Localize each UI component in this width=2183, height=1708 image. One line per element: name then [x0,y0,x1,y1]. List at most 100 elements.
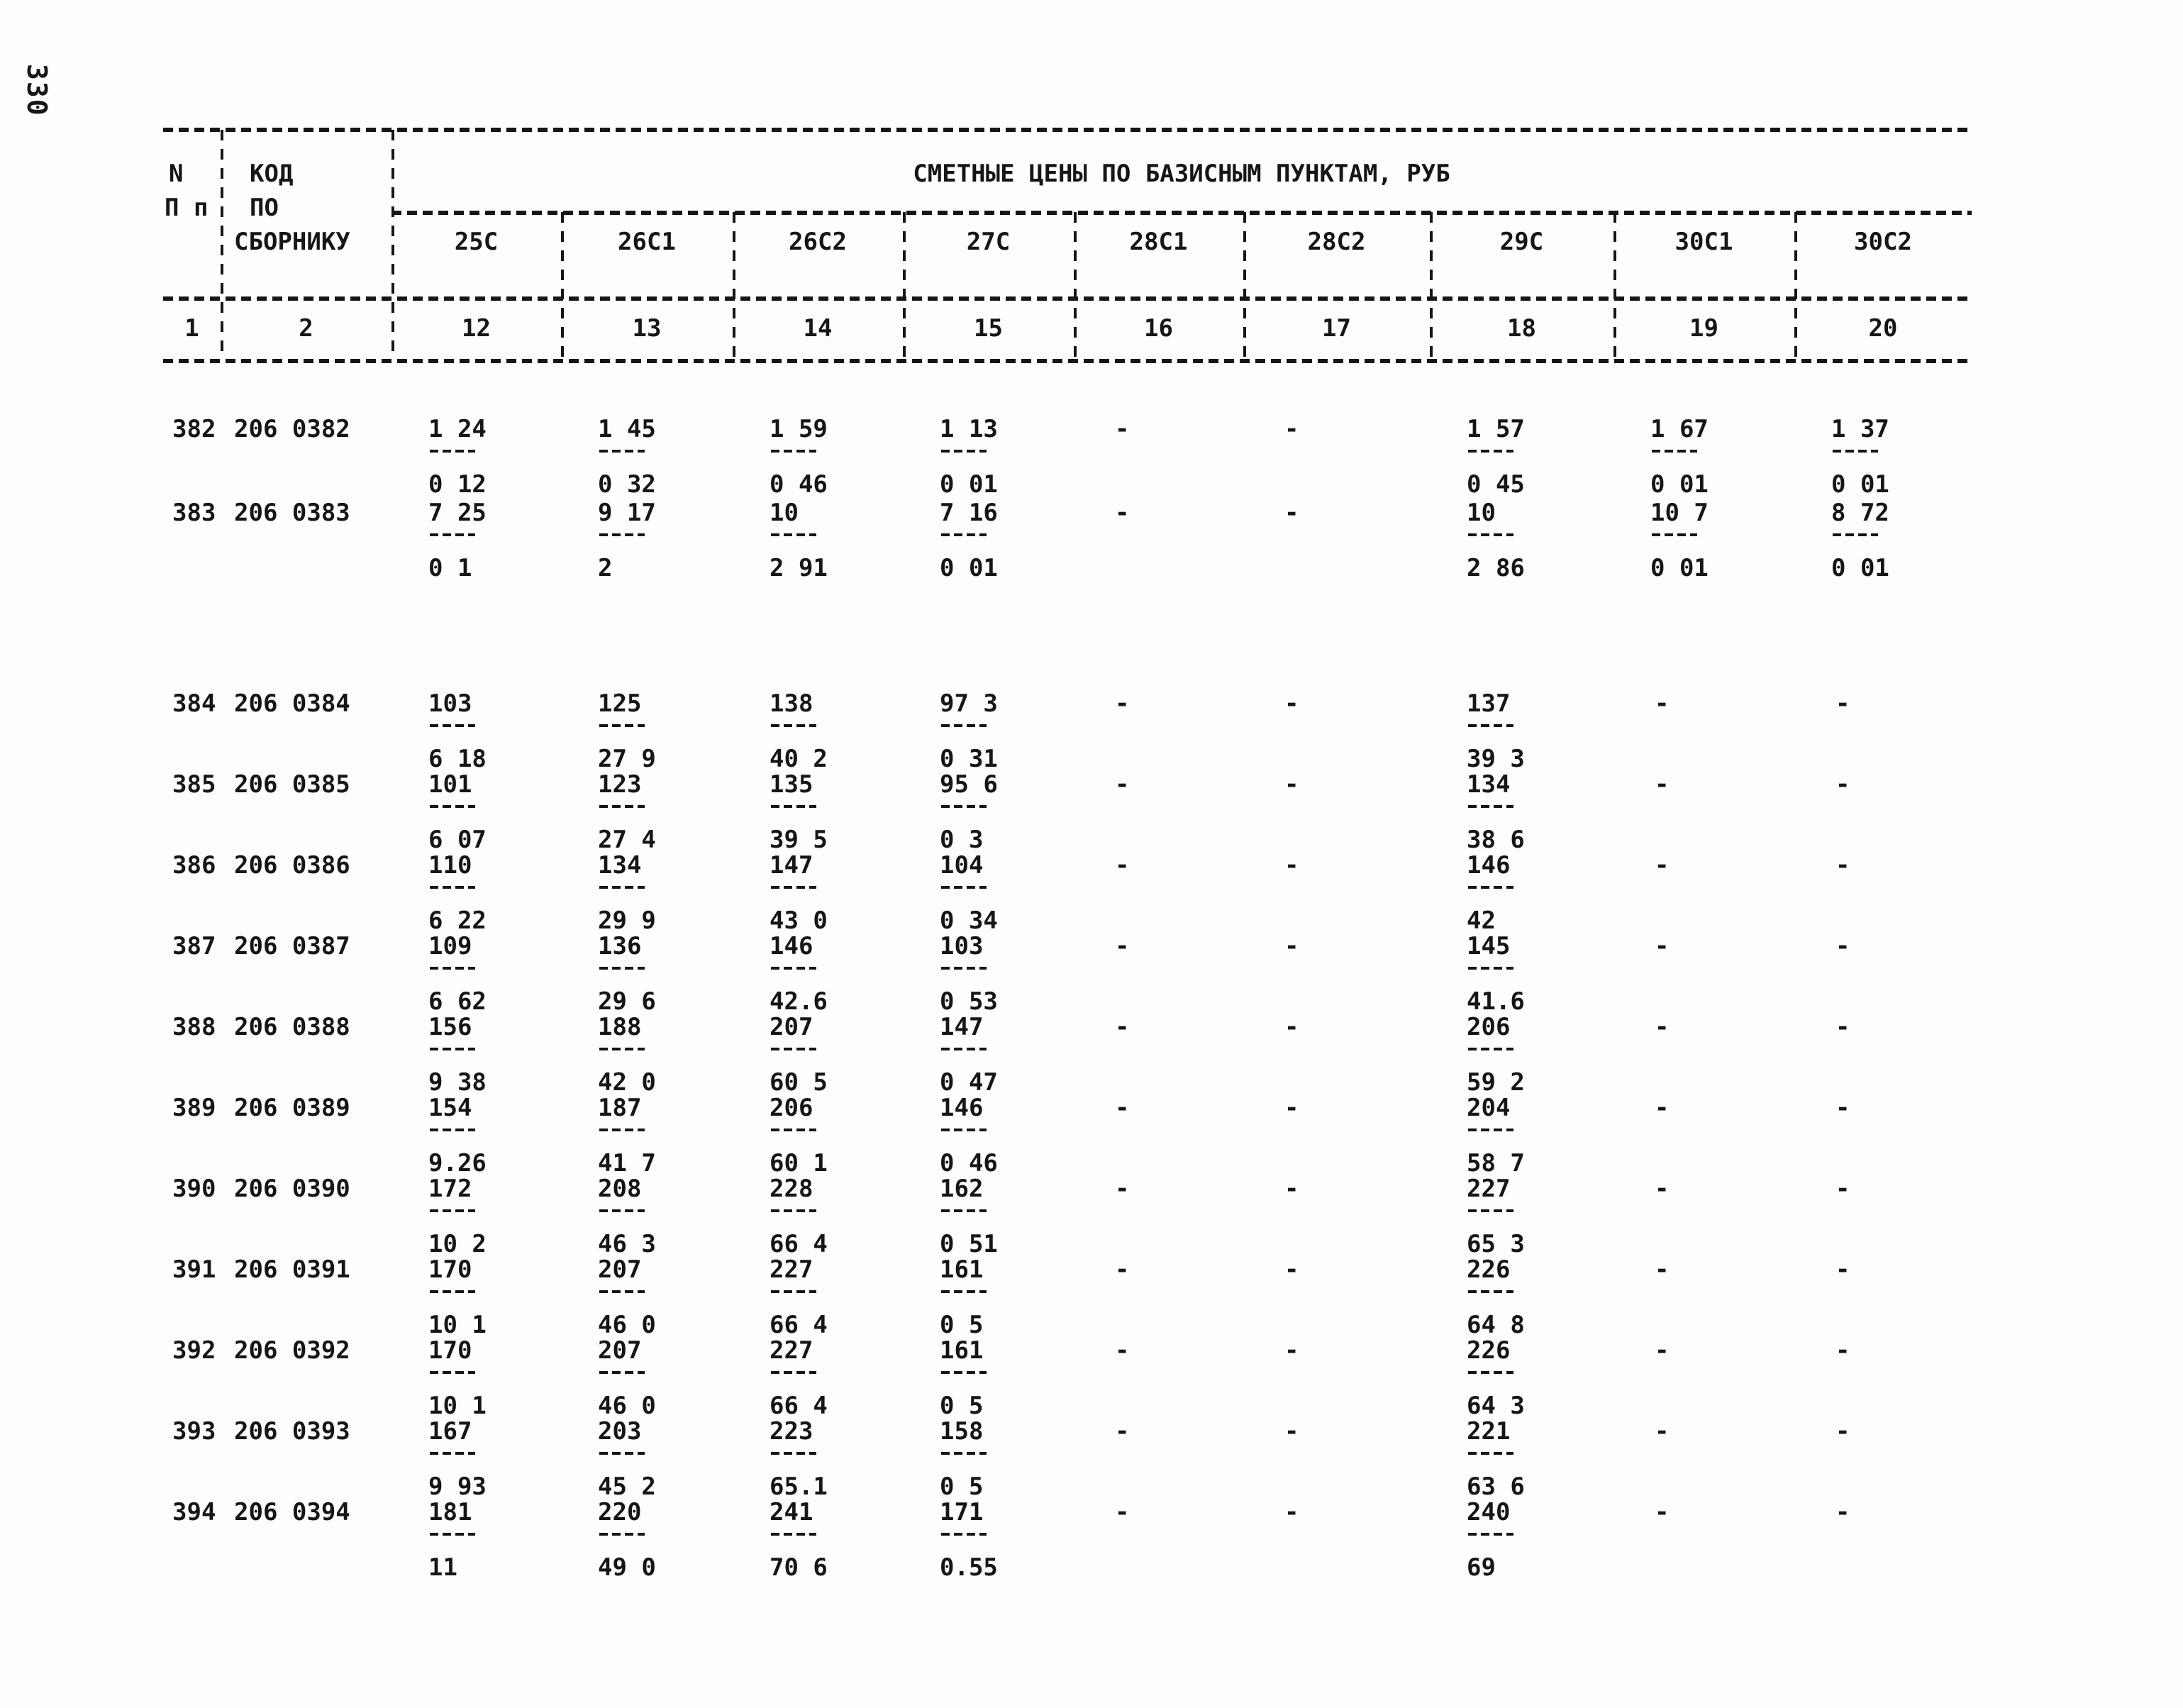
cell-27C-bottom-value: 0 5 [940,1311,984,1339]
cell-30C1-empty-dash: - [1655,1094,1670,1122]
cell-29C-fraction-bar [1468,805,1513,808]
cell-29C-top-value: 227 [1467,1175,1511,1203]
cell-28C1-empty-dash: - [1115,1094,1130,1122]
cell-29C-bottom-value: 0 45 [1467,470,1525,499]
row-number: 394 [172,1498,216,1526]
cell-29C-fraction-bar [1468,1128,1513,1131]
cell-26C2-top-value: 227 [770,1255,813,1284]
cell-26C1-top-value: 220 [598,1498,642,1526]
table-row-393: 393 206 0393 167 9 93 203 45 2 223 65.1 158 0 5 - -… [0,1419,2183,1503]
cell-25C-fraction-bar [430,1452,475,1455]
cell-26C1-fraction-bar [599,1371,645,1374]
cell-26C2-bottom-value: 2 91 [770,554,828,582]
cell-27C-bottom-value: 0 46 [940,1149,998,1177]
rule-under-codes [163,296,1972,301]
column-number-13: 13 [632,314,662,343]
cell-30C1-empty-dash: - [1655,851,1670,880]
cell-30C2-empty-dash: - [1835,1417,1850,1446]
cell-25C-bottom-value: 10 2 [428,1230,487,1258]
cell-27C-top-value: 1 13 [940,415,998,443]
col-separator [561,212,564,359]
page-number: 330 [21,64,52,117]
row-code: 206 0393 [234,1417,350,1446]
row-number: 393 [172,1417,216,1446]
cell-30C1-empty-dash: - [1655,1255,1670,1284]
table-row-387: 387 206 0387 109 6 62 136 29 6 146 42.6 103 0 53 -… [0,934,2183,1018]
cell-25C-fraction-bar [430,886,475,889]
column-code-29C: 29C [1499,228,1544,256]
cell-26C2-fraction-bar [771,1209,816,1212]
cell-26C2-fraction-bar [771,886,816,889]
cell-26C1-fraction-bar [599,1209,645,1212]
cell-28C1-empty-dash: - [1115,1255,1130,1284]
cell-29C-top-value: 137 [1467,689,1511,718]
cell-26C2-top-value: 147 [770,851,813,880]
cell-26C2-fraction-bar [771,1452,816,1455]
cell-26C1-top-value: 9 17 [598,499,656,527]
cell-25C-fraction-bar [430,1533,475,1536]
cell-27C-bottom-value: 0.55 [940,1553,998,1582]
cell-26C1-bottom-value: 46 0 [598,1311,656,1339]
cell-30C1-empty-dash: - [1655,932,1670,960]
row-code: 206 0394 [234,1498,350,1526]
cell-26C1-fraction-bar [599,1048,645,1050]
rule-header-bottom [163,359,1972,363]
cell-26C1-fraction-bar [599,533,645,536]
cell-27C-bottom-value: 0 51 [940,1230,998,1258]
cell-29C-fraction-bar [1468,450,1513,453]
cell-29C-fraction-bar [1468,533,1513,536]
cell-25C-fraction-bar [430,1371,475,1374]
cell-26C1-fraction-bar [599,450,645,453]
cell-26C2-bottom-value: 42.6 [770,987,828,1016]
cell-26C1-fraction-bar [599,1533,645,1536]
cell-28C2-empty-dash: - [1284,932,1299,960]
cell-28C1-empty-dash: - [1115,1336,1130,1365]
table-row-391: 391 206 0391 170 10 1 207 46 0 227 66 4 161 0 5 - -… [0,1258,2183,1341]
column-number-20: 20 [1868,314,1898,343]
cell-26C2-top-value: 1 59 [770,415,828,443]
cell-25C-bottom-value: 0 1 [428,554,472,582]
cell-29C-bottom-value: 42 [1467,906,1496,935]
column-code-30C2: 30C2 [1854,228,1912,256]
cell-26C1-top-value: 1 45 [598,415,656,443]
cell-28C2-empty-dash: - [1284,499,1299,527]
cell-25C-top-value: 156 [428,1013,472,1041]
cell-27C-top-value: 95 6 [940,770,998,799]
table-row-385: 385 206 0385 101 6 07 123 27 4 135 39 5 95 6 0 3 -… [0,772,2183,856]
cell-27C-top-value: 103 [940,932,984,960]
cell-25C-top-value: 109 [428,932,472,960]
cell-27C-top-value: 7 16 [940,499,998,527]
cell-25C-top-value: 1 24 [428,415,487,443]
col-separator [1243,212,1246,359]
cell-27C-fraction-bar [941,886,987,889]
cell-25C-bottom-value: 6 07 [428,826,487,854]
cell-27C-bottom-value: 0 47 [940,1068,998,1097]
cell-26C1-top-value: 207 [598,1255,642,1284]
cell-27C-fraction-bar [941,1290,987,1293]
cell-30C2-empty-dash: - [1835,1255,1850,1284]
cell-27C-bottom-value: 0 3 [940,826,984,854]
cell-30C1-empty-dash: - [1655,1013,1670,1041]
cell-28C2-empty-dash: - [1284,1175,1299,1203]
cell-30C1-bottom-value: 0 01 [1650,470,1709,499]
cell-28C1-empty-dash: - [1115,1175,1130,1203]
cell-30C1-top-value: 10 7 [1650,499,1709,527]
cell-26C2-top-value: 146 [770,932,813,960]
col-separator [391,130,394,359]
cell-26C1-fraction-bar [599,805,645,808]
cell-25C-top-value: 7 25 [428,499,487,527]
table-row-382: 382 206 0382 1 24 0 12 1 45 0 32 1 59 0 46 1 13 0… [0,417,2183,501]
cell-26C1-fraction-bar [599,1128,645,1131]
cell-25C-fraction-bar [430,967,475,970]
cell-25C-top-value: 167 [428,1417,472,1446]
cell-29C-top-value: 1 57 [1467,415,1525,443]
cell-28C2-empty-dash: - [1284,851,1299,880]
cell-29C-bottom-value: 2 86 [1467,554,1525,582]
column-number-1: 1 [184,314,199,343]
cell-26C2-top-value: 10 [770,499,799,527]
cell-30C2-empty-dash: - [1835,932,1850,960]
cell-27C-bottom-value: 0 5 [940,1473,984,1501]
table-row-383: 383 206 0383 7 25 0 1 9 17 2 10 2 91 7 16 0 01 - - 1… [0,501,2183,584]
cell-26C2-top-value: 206 [770,1094,813,1122]
